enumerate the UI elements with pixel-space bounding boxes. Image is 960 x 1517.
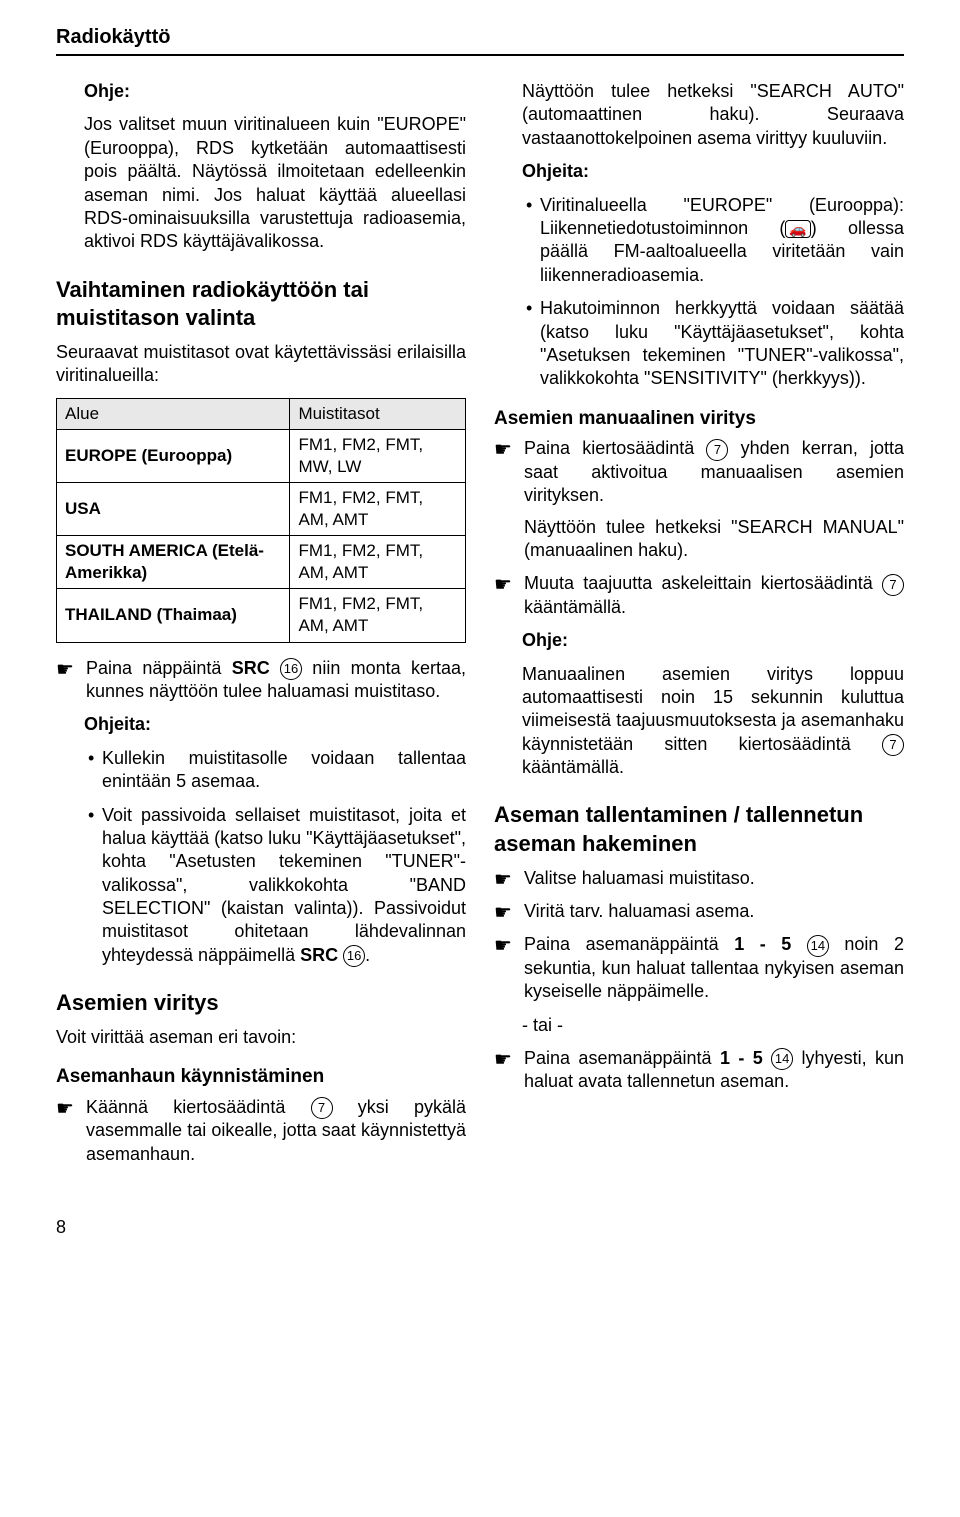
search-auto-text: Näyttöön tulee hetkeksi "SEARCH AUTO" (a… (522, 80, 904, 150)
table-cell: SOUTH AMERICA (Etelä-Amerikka) (57, 536, 290, 589)
table-cell: FM1, FM2, FMT, AM, AMT (290, 482, 466, 535)
table-cell: FM1, FM2, FMT, AM, AMT (290, 536, 466, 589)
memory-levels-table: Alue Muistitasot EUROPE (Eurooppa) FM1, … (56, 398, 466, 643)
text: Muuta taajuutta askeleittain kiertosäädi… (524, 573, 882, 593)
note-label: Ohje: (84, 81, 130, 101)
key-7-icon: 7 (882, 734, 904, 756)
instruction-item: Muuta taajuutta askeleittain kiertosäädi… (494, 572, 904, 619)
manual-tune-timeout-note: Manuaalinen asemien viritys loppuu autom… (522, 663, 904, 780)
note-text: Jos valitset muun viritinalueen kuin "EU… (84, 113, 466, 253)
section-title-store-recall: Aseman tallentaminen / tallennetun asema… (494, 801, 904, 858)
text: Paina asemanäppäintä (524, 1048, 720, 1068)
section2-intro: Voit virittää aseman eri tavoin: (56, 1026, 466, 1049)
instruction-item: Paina asemanäppäintä 1 - 5 14 lyhyesti, … (494, 1047, 904, 1094)
or-separator: - tai - (522, 1014, 904, 1037)
notes-label: Ohjeita: (84, 714, 151, 734)
two-column-layout: Ohje: Jos valitset muun viritinalueen ku… (56, 80, 904, 1176)
text: Voit passivoida sellaiset muistitasot, j… (102, 805, 466, 965)
text: Paina kiertosäädintä (524, 438, 706, 458)
table-header-area: Alue (57, 398, 290, 429)
text: . (365, 945, 370, 965)
table-cell: USA (57, 482, 290, 535)
section1-intro: Seuraavat muistitasot ovat käytettävissä… (56, 341, 466, 388)
src-key: SRC (300, 945, 338, 965)
src-key: SRC (232, 658, 270, 678)
key-7-icon: 7 (706, 439, 728, 461)
subtitle-manual-tuning: Asemien manuaalinen viritys (494, 407, 904, 432)
text: Käännä kiertosäädintä (86, 1097, 311, 1117)
note-bullet: Voit passivoida sellaiset muistitasot, j… (84, 804, 466, 968)
instruction-item: Paina näppäintä SRC 16 niin monta kertaa… (56, 657, 466, 704)
traffic-car-icon: 🚗 (785, 220, 810, 238)
note-bullet: Hakutoiminnon herkkyyttä voidaan säätää … (522, 297, 904, 391)
page-header: Radiokäyttö (56, 24, 904, 56)
station-keys: 1 - 5 (720, 1048, 763, 1068)
text: Paina asemanäppäintä (524, 934, 734, 954)
notes-label: Ohjeita: (522, 161, 589, 181)
table-cell: THAILAND (Thaimaa) (57, 589, 290, 642)
note-bullet: Viritinalueella "EUROPE" (Eurooppa): Lii… (522, 194, 904, 288)
text: kääntämällä. (524, 597, 626, 617)
key-7-icon: 7 (311, 1097, 333, 1119)
key-7-icon: 7 (882, 574, 904, 596)
instruction-item: Valitse haluamasi muistitaso. (494, 867, 904, 890)
text: Manuaalinen asemien viritys loppuu autom… (522, 664, 904, 754)
table-cell: EUROPE (Eurooppa) (57, 429, 290, 482)
note-bullet: Kullekin muistitasolle voidaan tallentaa… (84, 747, 466, 794)
instruction-item: Käännä kiertosäädintä 7 yksi pykälä vase… (56, 1096, 466, 1166)
page-number: 8 (56, 1216, 904, 1239)
table-header-levels: Muistitasot (290, 398, 466, 429)
instruction-item: Viritä tarv. haluamasi asema. (494, 900, 904, 923)
key-16-icon: 16 (343, 945, 365, 967)
search-manual-note: Näyttöön tulee hetkeksi "SEARCH MANUAL" … (524, 516, 904, 563)
table-cell: FM1, FM2, FMT, AM, AMT (290, 589, 466, 642)
key-14-icon: 14 (771, 1048, 793, 1070)
subtitle-start-search: Asemanhaun käynnistäminen (56, 1065, 466, 1090)
table-cell: FM1, FM2, FMT, MW, LW (290, 429, 466, 482)
note-label: Ohje: (522, 630, 568, 650)
section-title-switch-radio: Vaihtaminen radiokäyttöön tai muistitaso… (56, 276, 466, 333)
instruction-item: Paina kiertosäädintä 7 yhden kerran, jot… (494, 437, 904, 562)
instruction-item: Paina asemanäppäintä 1 - 5 14 noin 2 sek… (494, 933, 904, 1003)
station-keys: 1 - 5 (734, 934, 791, 954)
left-column: Ohje: Jos valitset muun viritinalueen ku… (56, 80, 466, 1176)
key-16-icon: 16 (280, 658, 302, 680)
right-column: Näyttöön tulee hetkeksi "SEARCH AUTO" (a… (494, 80, 904, 1176)
section-title-tuning: Asemien viritys (56, 989, 466, 1018)
key-14-icon: 14 (807, 935, 829, 957)
text: kääntämällä. (522, 757, 624, 777)
text: Paina näppäintä (86, 658, 232, 678)
